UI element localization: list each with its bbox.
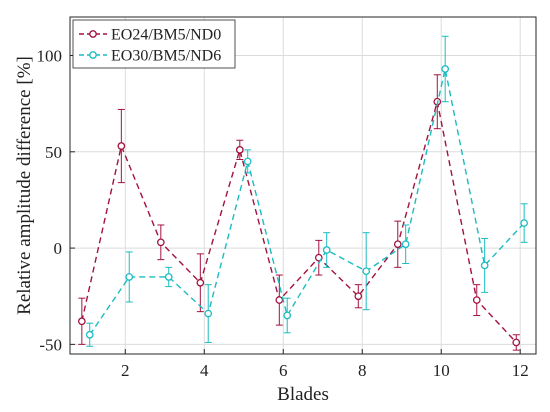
series-line xyxy=(81,101,517,343)
data-point xyxy=(393,240,402,249)
legend-marker xyxy=(89,30,97,38)
data-point xyxy=(401,240,410,249)
legend-entry: EO24/BM5/ND0 xyxy=(111,27,221,44)
data-point xyxy=(125,273,134,281)
plot-frame xyxy=(69,16,537,355)
data-point xyxy=(156,238,165,247)
data-point xyxy=(480,261,489,270)
data-point xyxy=(77,317,86,326)
x-tick-label: 12 xyxy=(512,361,529,380)
series-line xyxy=(89,68,525,336)
x-tick-label: 2 xyxy=(121,361,130,380)
data-point xyxy=(275,296,284,304)
series-2 xyxy=(85,35,529,347)
y-tick-label: 0 xyxy=(54,239,63,258)
data-point xyxy=(117,142,126,150)
data-point xyxy=(322,246,331,254)
grid xyxy=(70,17,536,354)
data-point xyxy=(441,65,450,73)
data-point xyxy=(354,292,363,301)
data-point xyxy=(164,273,173,281)
y-axis-label: Relative amplitude difference [%] xyxy=(14,56,35,315)
data-point xyxy=(472,296,481,304)
x-axis-label: Blades xyxy=(277,384,329,405)
x-tick-label: 8 xyxy=(358,361,367,380)
legend-marker xyxy=(89,51,97,59)
y-tick-label: 100 xyxy=(37,47,63,66)
x-tick-label: 10 xyxy=(433,361,450,380)
series-1 xyxy=(77,74,521,351)
data-point xyxy=(512,338,521,347)
data-point xyxy=(204,309,213,318)
data-point xyxy=(362,267,371,276)
data-point xyxy=(85,330,94,339)
data-point xyxy=(235,146,244,154)
y-tick-label: 50 xyxy=(45,143,62,162)
x-tick-label: 6 xyxy=(279,361,288,380)
x-tick-label: 4 xyxy=(200,361,209,380)
data-point xyxy=(243,157,252,166)
series-group xyxy=(77,35,529,351)
axis-ticks: 2 4 6 8 10 12 -50 0 50 100 xyxy=(37,47,529,380)
data-point xyxy=(520,219,529,227)
data-point xyxy=(196,278,205,287)
data-point xyxy=(283,311,292,320)
legend: EO24/BM5/ND0 EO30/BM5/ND6 xyxy=(72,19,236,69)
legend-box xyxy=(72,19,236,69)
legend-entry: EO30/BM5/ND6 xyxy=(111,48,221,65)
y-tick-label: -50 xyxy=(39,335,62,354)
